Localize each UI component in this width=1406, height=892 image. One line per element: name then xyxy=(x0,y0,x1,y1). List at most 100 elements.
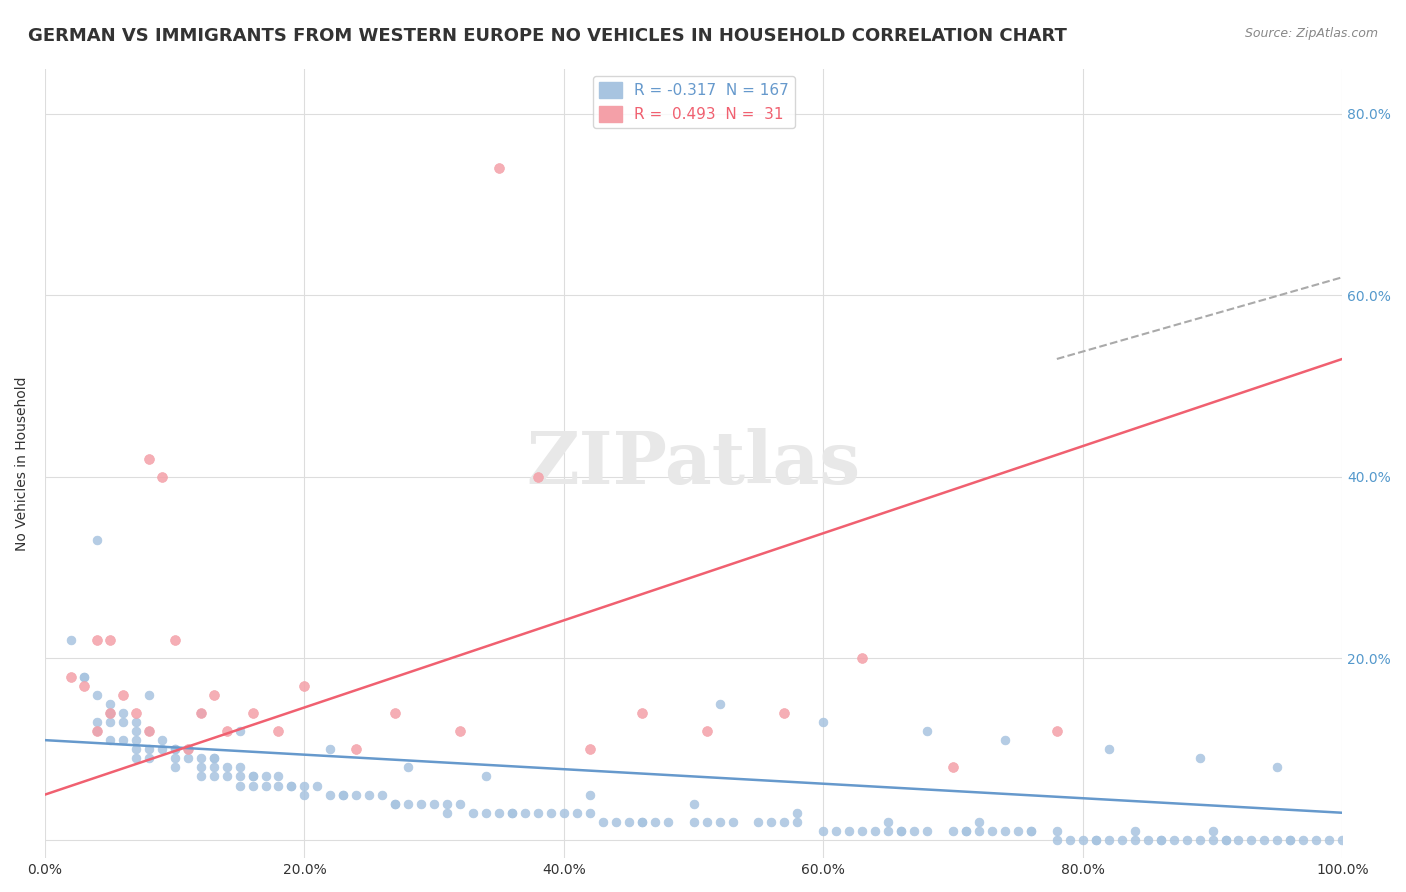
Text: Source: ZipAtlas.com: Source: ZipAtlas.com xyxy=(1244,27,1378,40)
Point xyxy=(1279,833,1302,847)
Point xyxy=(86,724,108,739)
Point xyxy=(190,706,212,720)
Point xyxy=(501,805,523,820)
Point xyxy=(125,714,148,729)
Point xyxy=(915,824,938,838)
Point xyxy=(138,751,160,765)
Point xyxy=(605,814,627,829)
Point xyxy=(111,706,134,720)
Point xyxy=(579,742,602,756)
Point xyxy=(190,760,212,774)
Point xyxy=(86,714,108,729)
Point xyxy=(228,760,250,774)
Point xyxy=(202,760,225,774)
Point xyxy=(1267,760,1289,774)
Point xyxy=(163,742,186,756)
Point xyxy=(138,451,160,466)
Point xyxy=(98,733,121,747)
Point xyxy=(319,788,342,802)
Point xyxy=(903,824,925,838)
Point xyxy=(630,814,652,829)
Y-axis label: No Vehicles in Household: No Vehicles in Household xyxy=(15,376,30,550)
Text: GERMAN VS IMMIGRANTS FROM WESTERN EUROPE NO VEHICLES IN HOUSEHOLD CORRELATION CH: GERMAN VS IMMIGRANTS FROM WESTERN EUROPE… xyxy=(28,27,1067,45)
Point xyxy=(228,724,250,739)
Point xyxy=(59,670,82,684)
Point xyxy=(163,751,186,765)
Point xyxy=(1019,824,1042,838)
Point xyxy=(1084,833,1107,847)
Point xyxy=(59,633,82,648)
Point xyxy=(384,706,406,720)
Point xyxy=(1267,833,1289,847)
Point xyxy=(1123,833,1146,847)
Point xyxy=(73,670,96,684)
Point xyxy=(384,797,406,811)
Point xyxy=(1111,833,1133,847)
Point xyxy=(994,733,1017,747)
Point xyxy=(98,633,121,648)
Point xyxy=(1201,824,1223,838)
Point xyxy=(111,733,134,747)
Point xyxy=(942,824,965,838)
Point xyxy=(176,742,198,756)
Point xyxy=(242,769,264,783)
Point xyxy=(747,814,769,829)
Point xyxy=(423,797,446,811)
Point xyxy=(73,679,96,693)
Point xyxy=(1227,833,1250,847)
Point xyxy=(630,814,652,829)
Point xyxy=(267,769,290,783)
Point xyxy=(1292,833,1315,847)
Point xyxy=(773,706,796,720)
Point xyxy=(1163,833,1185,847)
Point xyxy=(242,706,264,720)
Point xyxy=(150,742,173,756)
Point xyxy=(865,824,887,838)
Point xyxy=(994,824,1017,838)
Point xyxy=(1136,833,1159,847)
Point xyxy=(163,633,186,648)
Point xyxy=(138,724,160,739)
Point xyxy=(254,779,277,793)
Point xyxy=(215,760,238,774)
Point xyxy=(813,714,835,729)
Point xyxy=(488,805,510,820)
Point xyxy=(125,706,148,720)
Point xyxy=(1046,833,1069,847)
Point xyxy=(125,751,148,765)
Point xyxy=(396,797,419,811)
Point xyxy=(1059,833,1081,847)
Point xyxy=(242,769,264,783)
Point xyxy=(1201,833,1223,847)
Point xyxy=(280,779,302,793)
Point xyxy=(242,779,264,793)
Point xyxy=(254,769,277,783)
Point xyxy=(294,779,316,793)
Point xyxy=(592,814,614,829)
Point xyxy=(617,814,640,829)
Point xyxy=(475,769,498,783)
Point xyxy=(488,161,510,176)
Point xyxy=(1188,751,1211,765)
Point xyxy=(215,724,238,739)
Point xyxy=(73,670,96,684)
Point xyxy=(1098,742,1121,756)
Point xyxy=(838,824,860,838)
Point xyxy=(176,751,198,765)
Point xyxy=(98,706,121,720)
Point xyxy=(176,742,198,756)
Point xyxy=(202,751,225,765)
Point xyxy=(696,724,718,739)
Point xyxy=(579,788,602,802)
Point xyxy=(513,805,536,820)
Point xyxy=(138,724,160,739)
Point xyxy=(709,697,731,711)
Point xyxy=(1007,824,1029,838)
Point xyxy=(163,742,186,756)
Point xyxy=(657,814,679,829)
Point xyxy=(111,714,134,729)
Point xyxy=(344,742,367,756)
Legend: R = -0.317  N = 167, R =  0.493  N =  31: R = -0.317 N = 167, R = 0.493 N = 31 xyxy=(592,76,794,128)
Point xyxy=(267,779,290,793)
Point xyxy=(396,760,419,774)
